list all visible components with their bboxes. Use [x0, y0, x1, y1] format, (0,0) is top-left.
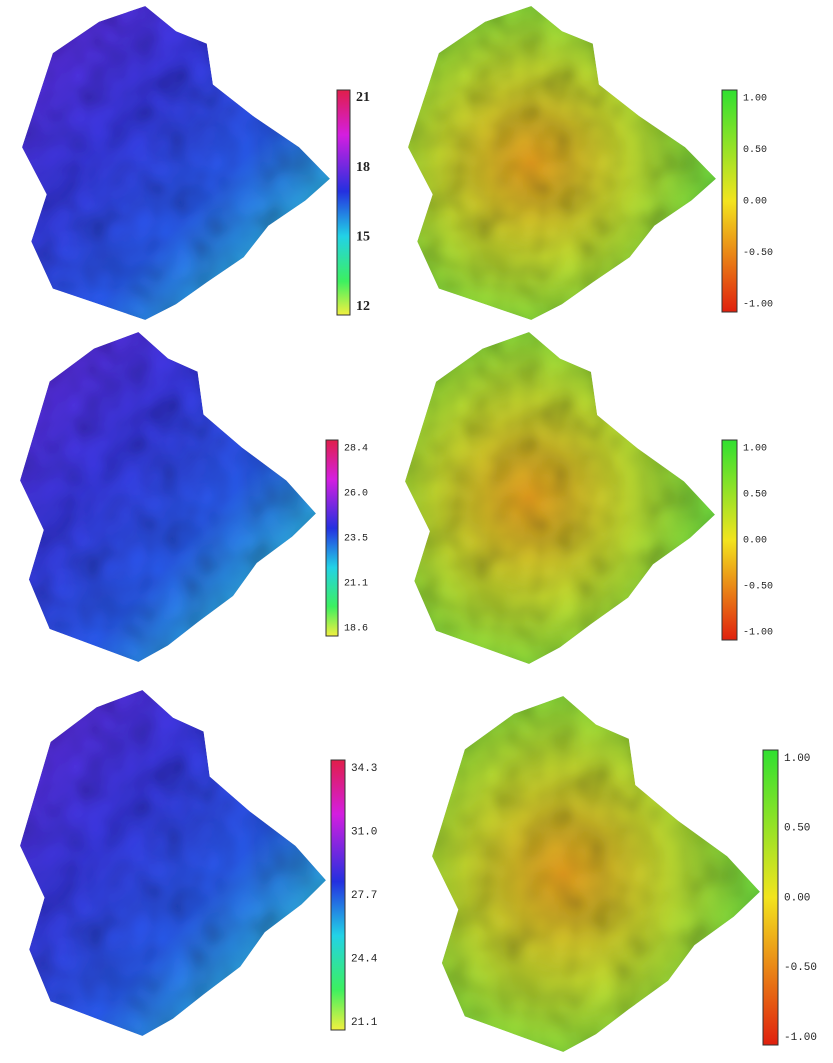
- colorbar-label: 34.3: [351, 763, 377, 775]
- colorbar-label: 18.6: [344, 624, 368, 635]
- colorbar-label: 0.00: [784, 892, 810, 904]
- colorbar-label: 28.4: [344, 444, 368, 455]
- colorbar-label: 26.0: [344, 489, 368, 500]
- map-region: [432, 696, 760, 1052]
- colorbar-label: 23.5: [344, 534, 368, 545]
- map: [405, 332, 715, 664]
- colorbar-label: 1.00: [743, 94, 767, 105]
- map: [20, 690, 326, 1036]
- map-region: [20, 332, 316, 662]
- colorbar-label: -0.50: [743, 248, 773, 259]
- colorbar-label: 0.50: [743, 145, 767, 156]
- colorbar-label: 31.0: [351, 826, 377, 838]
- colorbar-label: 0.50: [743, 490, 767, 501]
- colorbar-label: 24.4: [351, 953, 378, 965]
- colorbar: [722, 90, 737, 312]
- figure: 21 18 15 12 1.00 0.50 0.00 -0.50 -1.00 28.4 26.0 23…: [0, 0, 833, 1063]
- colorbar: [331, 760, 345, 1030]
- colorbar: [763, 750, 778, 1045]
- map-region: [408, 6, 716, 320]
- map: [22, 6, 330, 320]
- map: [20, 332, 316, 662]
- colorbar-label: 21: [356, 90, 370, 105]
- map-region: [405, 332, 715, 664]
- colorbar-label: -1.00: [743, 300, 773, 311]
- colorbar-label: -1.00: [743, 628, 773, 639]
- map-panel: 28.4 26.0 23.5 21.1 18.6: [20, 332, 368, 662]
- map-panel: 21 18 15 12: [22, 6, 370, 320]
- colorbar: [337, 90, 350, 315]
- colorbar-label: 1.00: [743, 444, 767, 455]
- map-panel: 1.00 0.50 0.00 -0.50 -1.00: [432, 696, 817, 1052]
- colorbar-label: 0.50: [784, 823, 810, 835]
- colorbar-label: 27.7: [351, 890, 377, 902]
- colorbar-label: 1.00: [784, 753, 810, 765]
- colorbar-label: 21.1: [351, 1017, 378, 1029]
- colorbar-label: -1.00: [784, 1032, 817, 1044]
- colorbar-label: 0.00: [743, 197, 767, 208]
- map-panel: 1.00 0.50 0.00 -0.50 -1.00: [408, 6, 773, 320]
- colorbar-label: 21.1: [344, 579, 368, 590]
- colorbar-label: 15: [356, 230, 370, 245]
- colorbar-label: 12: [356, 299, 370, 314]
- colorbar-label: 18: [356, 160, 370, 175]
- map: [408, 6, 716, 320]
- colorbar-label: -0.50: [784, 962, 817, 974]
- map-panel: 1.00 0.50 0.00 -0.50 -1.00: [405, 332, 773, 664]
- colorbar-label: 0.00: [743, 536, 767, 547]
- map: [432, 696, 760, 1052]
- map-region: [22, 6, 330, 320]
- colorbar-label: -0.50: [743, 582, 773, 593]
- colorbar: [326, 440, 338, 636]
- colorbar: [722, 440, 737, 640]
- map-region: [20, 690, 326, 1036]
- map-panel: 34.3 31.0 27.7 24.4 21.1: [20, 690, 378, 1036]
